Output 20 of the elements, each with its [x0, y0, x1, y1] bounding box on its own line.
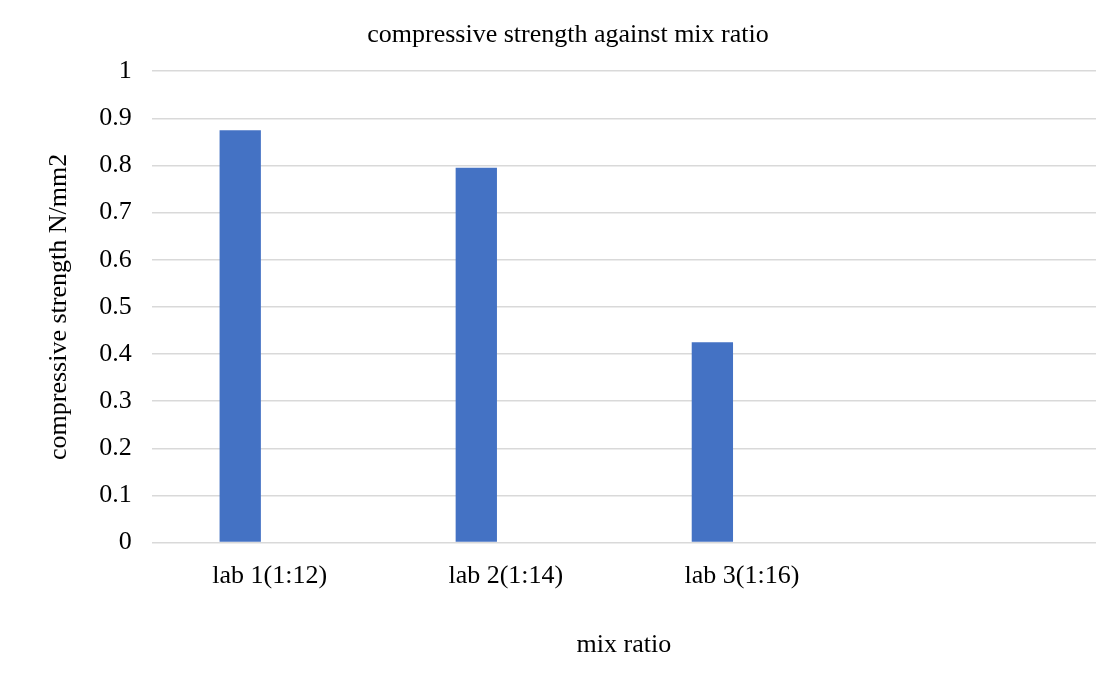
y-tick-label: 0.9 [99, 102, 132, 132]
y-axis-title: compressive strength N/mm2 [43, 153, 73, 460]
x-tick-label: lab 3(1:16) [684, 560, 800, 590]
x-tick-label: lab 1(1:12) [212, 560, 328, 590]
y-tick-label: 1 [118, 55, 132, 85]
y-tick-label: 0.4 [99, 337, 132, 367]
chart-title: compressive strength against mix ratio [367, 19, 769, 49]
y-tick-label: 0.1 [99, 479, 132, 509]
y-tick-label: 0.7 [99, 196, 132, 226]
y-tick-label: 0.5 [99, 290, 132, 320]
bar [691, 342, 734, 542]
y-tick-label: 0 [118, 526, 132, 556]
y-tick-label: 0.6 [99, 243, 132, 273]
y-tick-label: 0.3 [99, 385, 132, 415]
x-axis-title: mix ratio [576, 629, 672, 659]
bar [455, 167, 497, 542]
y-tick-label: 0.2 [99, 432, 132, 462]
y-tick-label: 0.8 [99, 149, 132, 179]
x-tick-label: lab 2(1:14) [448, 560, 564, 590]
bar [219, 130, 261, 542]
